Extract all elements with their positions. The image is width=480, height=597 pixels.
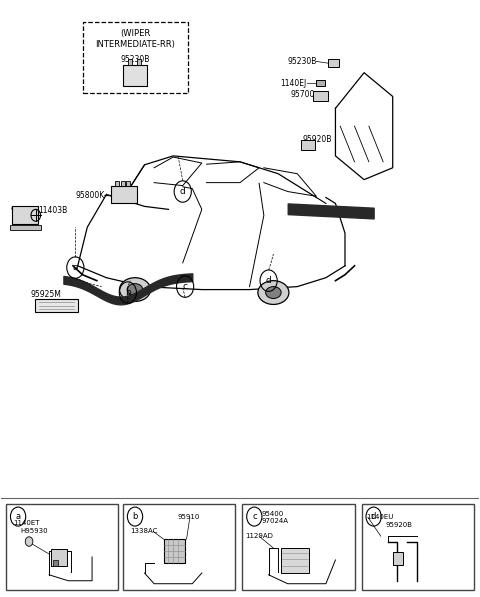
Bar (115, 181, 119, 186)
Bar (316, 81, 325, 87)
Bar (12, 207, 38, 224)
Bar (123, 65, 147, 87)
Text: 95230B: 95230B (288, 57, 317, 66)
Text: 95700: 95700 (290, 90, 314, 99)
Text: 95920B: 95920B (385, 522, 412, 528)
Bar (126, 181, 130, 186)
Text: 1140ET: 1140ET (13, 520, 40, 526)
Text: c: c (182, 282, 188, 291)
Text: d: d (266, 276, 272, 285)
Text: (WIPER
INTERMEDIATE-RR): (WIPER INTERMEDIATE-RR) (95, 29, 175, 49)
Text: 95925M: 95925M (30, 290, 61, 300)
Bar (128, 59, 132, 65)
Text: 11403B: 11403B (38, 206, 68, 215)
Text: a: a (15, 512, 21, 521)
Text: H95930: H95930 (21, 528, 48, 534)
Bar (120, 181, 124, 186)
Text: c: c (252, 512, 257, 521)
Bar (111, 186, 137, 204)
Ellipse shape (258, 281, 289, 304)
Bar (35, 298, 78, 312)
Bar (123, 503, 235, 590)
Text: b: b (132, 512, 138, 521)
Ellipse shape (120, 278, 151, 301)
Bar (6, 503, 118, 590)
Bar (393, 552, 403, 565)
Bar (51, 549, 67, 566)
Text: 95230B: 95230B (120, 54, 150, 63)
Text: b: b (125, 288, 131, 297)
Bar (362, 503, 474, 590)
Bar (313, 91, 328, 101)
Bar (137, 59, 141, 65)
Bar (164, 539, 185, 563)
Text: a: a (72, 263, 78, 272)
Bar (328, 59, 339, 67)
Bar (301, 140, 315, 150)
Bar (281, 548, 309, 573)
Circle shape (25, 537, 33, 546)
Text: 95910: 95910 (178, 514, 200, 520)
Ellipse shape (265, 287, 281, 298)
Text: 95835: 95835 (11, 206, 35, 215)
Bar (242, 503, 355, 590)
Bar (10, 226, 41, 230)
Text: 1140EU: 1140EU (366, 514, 394, 520)
Bar (53, 560, 58, 566)
Text: 95400: 95400 (262, 511, 284, 517)
Text: d: d (371, 512, 376, 521)
Text: 95800K: 95800K (75, 191, 105, 200)
Text: 1140EJ: 1140EJ (281, 79, 307, 88)
Text: 1338AC: 1338AC (130, 528, 157, 534)
Text: 97024A: 97024A (262, 518, 288, 524)
Text: 1129AD: 1129AD (245, 533, 273, 539)
Text: 95920B: 95920B (302, 135, 331, 144)
Text: d: d (180, 187, 186, 196)
Ellipse shape (127, 284, 143, 296)
